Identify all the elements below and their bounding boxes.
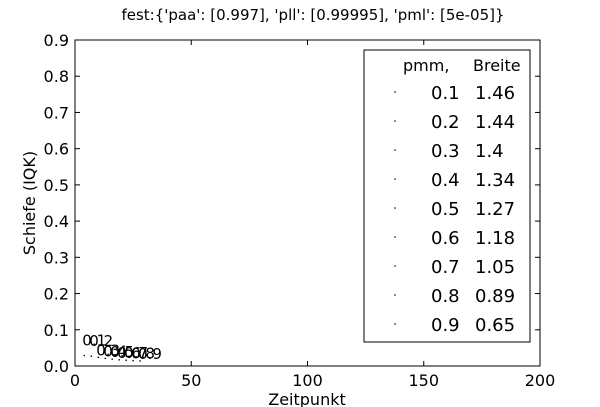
legend-pmm-value: 0.2: [431, 112, 460, 133]
legend-marker: [394, 294, 396, 296]
data-point-label: 0.1: [82, 332, 106, 350]
y-tick-label: 0.2: [44, 285, 69, 304]
data-point-label: 0.4: [103, 342, 127, 360]
legend-pmm-value: 0.8: [431, 286, 460, 307]
data-point: [83, 354, 86, 357]
legend-header-pmm: pmm,: [403, 56, 449, 75]
data-point-label: 0.5: [110, 343, 134, 361]
legend-marker: [394, 120, 396, 122]
data-point: [104, 357, 107, 360]
data-point-label: 0.3: [96, 341, 120, 359]
y-axis: 0.00.10.20.30.40.50.60.70.80.9: [44, 31, 540, 376]
y-axis-label: Schiefe (IQK): [20, 151, 39, 255]
data-point-label: 0.2: [89, 332, 113, 350]
legend-breite-value: 1.05: [475, 257, 515, 278]
x-axis: 0 50 100 150 200: [70, 40, 555, 390]
data-point: [111, 358, 113, 360]
y-tick-label: 0.4: [44, 212, 69, 231]
data-point: [90, 355, 93, 358]
x-axis-label: Zeitpunkt: [268, 390, 346, 407]
legend-pmm-value: 0.5: [431, 199, 460, 220]
legend-marker: [394, 236, 396, 238]
data-point-label: 0.8: [131, 345, 155, 363]
legend-breite-value: 0.65: [475, 315, 515, 336]
data-point: [125, 359, 127, 362]
legend-marker: [394, 323, 396, 325]
legend-marker: [394, 149, 396, 151]
data-point: [97, 356, 100, 359]
y-tick-label: 0.9: [44, 31, 69, 50]
legend-pmm-value: 0.6: [431, 228, 460, 249]
legend-pmm-value: 0.4: [431, 170, 460, 191]
legend-marker: [394, 207, 396, 209]
data-point-label: 0.9: [138, 345, 162, 363]
legend-pmm-value: 0.7: [431, 257, 460, 278]
y-tick-label: 0.8: [44, 67, 69, 86]
legend-header-breite: Breite: [473, 56, 521, 75]
x-tick-label: 0: [70, 371, 80, 390]
legend-breite-value: 1.44: [475, 112, 515, 133]
legend-breite-value: 1.46: [475, 83, 515, 104]
legend-breite-value: 0.89: [475, 286, 515, 307]
data-point: [139, 360, 141, 362]
legend-pmm-value: 0.1: [431, 83, 460, 104]
x-tick-label: 150: [408, 371, 439, 390]
legend-breite-value: 1.27: [475, 199, 515, 220]
y-tick-label: 0.6: [44, 140, 69, 159]
y-tick-label: 0.5: [44, 176, 69, 195]
x-tick-label: 100: [292, 371, 323, 390]
y-tick-label: 0.1: [44, 321, 69, 340]
legend-breite-value: 1.34: [475, 170, 515, 191]
data-point-label: 0.6: [117, 344, 141, 362]
x-tick-label: 200: [525, 371, 556, 390]
legend-pmm-value: 0.9: [431, 315, 460, 336]
x-tick-label: 50: [181, 371, 201, 390]
y-tick-label: 0.7: [44, 103, 69, 122]
legend-marker: [394, 178, 396, 180]
legend-marker: [394, 265, 396, 267]
data-point: [118, 359, 120, 361]
legend-pmm-value: 0.3: [431, 141, 460, 162]
chart-title: fest:{'paa': [0.997], 'pll': [0.99995], …: [121, 6, 504, 24]
legend-marker: [394, 91, 396, 93]
data-points: 0.10.20.30.40.50.60.70.80.9: [82, 332, 162, 363]
data-point-label: 0.7: [124, 344, 148, 362]
legend: pmm, Breite 0.1 1.460.2 1.440.3 1.40.4 1.340…: [363, 49, 531, 343]
legend-breite-value: 1.18: [475, 228, 515, 249]
legend-rows: 0.1 1.46 0.2 1.44 0.3 1.4 0.4 1.34 0.5 1.27 0.6 1.1…: [394, 83, 515, 336]
legend-breite-value: 1.4: [475, 141, 504, 162]
y-tick-label: 0.0: [44, 357, 69, 376]
data-point: [132, 359, 134, 362]
legend-box: [363, 49, 531, 343]
y-tick-label: 0.3: [44, 248, 69, 267]
